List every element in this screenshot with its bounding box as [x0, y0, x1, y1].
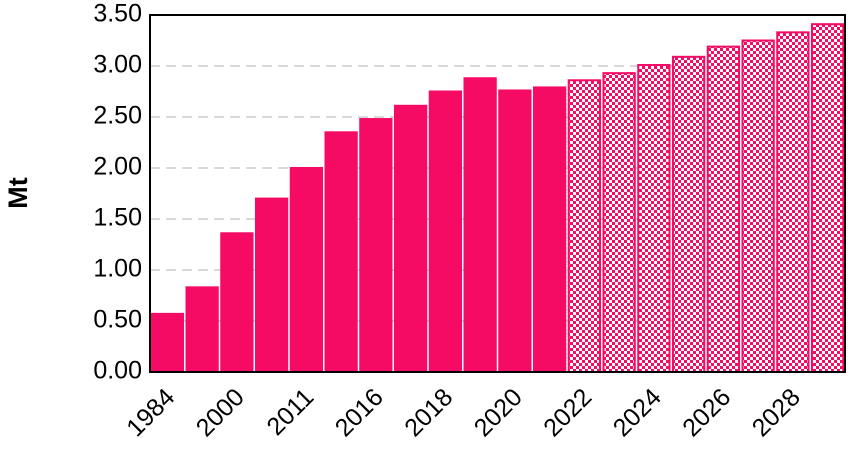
x-tick-label: 2028 — [747, 383, 806, 442]
x-tick-label: 1984 — [121, 383, 180, 442]
x-tick-label: 2022 — [538, 383, 597, 442]
y-tick-label: 3.00 — [93, 51, 142, 79]
y-tick-label: 2.50 — [93, 102, 142, 130]
bar — [150, 312, 185, 373]
bar — [254, 197, 289, 373]
y-tick-label: 0.00 — [93, 357, 142, 385]
bar — [359, 118, 393, 374]
y-tick-label: 3.50 — [93, 0, 142, 28]
bar — [463, 77, 497, 374]
bar — [671, 55, 706, 373]
y-tick-label: 1.00 — [93, 255, 142, 283]
bar — [324, 131, 358, 373]
x-tick-label: 2000 — [191, 383, 250, 442]
bar — [393, 104, 428, 373]
x-tick-label: 2018 — [399, 383, 458, 442]
bar — [289, 167, 324, 373]
y-axis-label: Mt — [3, 177, 33, 208]
bar — [498, 89, 532, 373]
bar — [220, 232, 254, 373]
x-tick-label: 2024 — [608, 383, 667, 442]
bar — [776, 31, 810, 374]
bar — [810, 23, 845, 374]
bar — [637, 63, 671, 373]
x-tick-label: 2011 — [261, 383, 319, 441]
x-tick-label: 2016 — [330, 383, 389, 442]
bar — [532, 86, 567, 373]
bar — [741, 39, 775, 373]
x-tick-label: 2020 — [469, 383, 528, 442]
y-tick-label: 0.50 — [93, 306, 142, 334]
bar — [567, 79, 602, 373]
y-tick-label: 1.50 — [93, 204, 142, 232]
plot-frame — [149, 14, 846, 373]
bar — [185, 286, 219, 373]
bar — [602, 72, 636, 373]
x-tick-label: 2026 — [677, 383, 736, 442]
y-tick-label: 2.00 — [93, 153, 142, 181]
bar — [428, 90, 463, 373]
bar — [706, 45, 741, 374]
